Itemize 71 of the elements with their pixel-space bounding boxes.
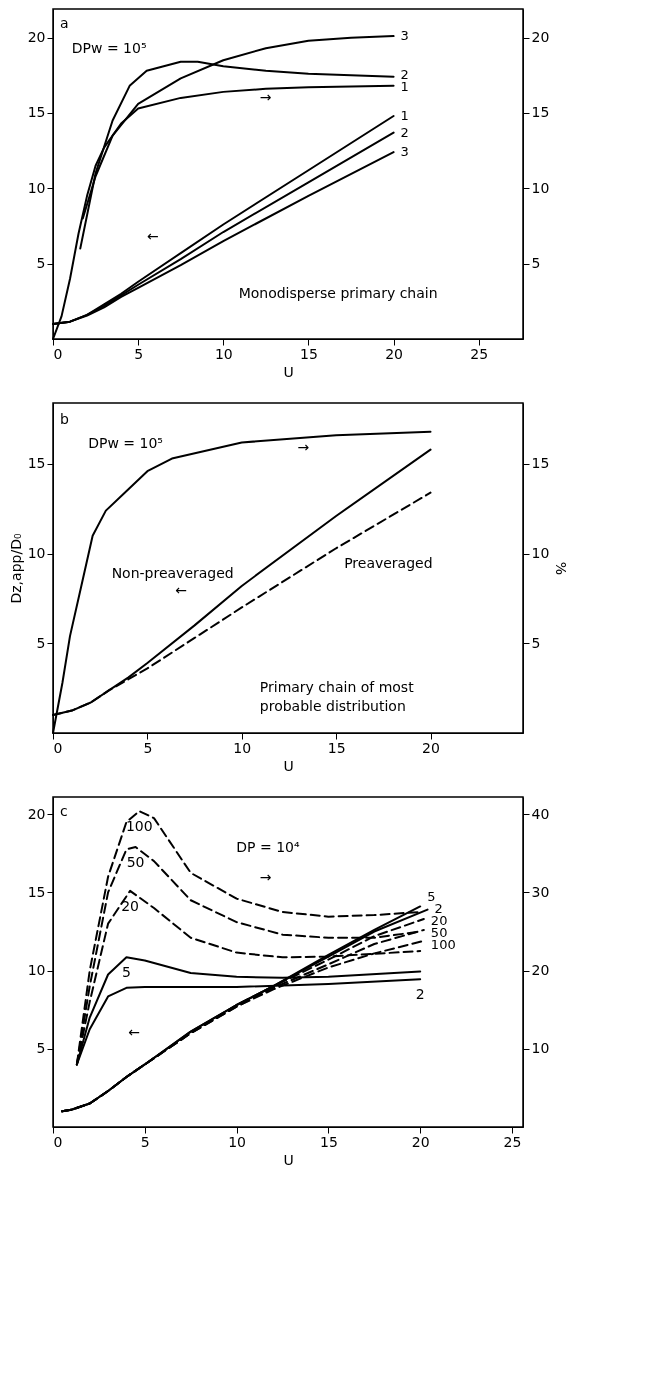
x-tick-label: 15 bbox=[319, 1133, 338, 1150]
series-label: 20 bbox=[121, 897, 140, 914]
annotation: DPw = 10⁵ bbox=[71, 39, 147, 56]
series-label: 2 bbox=[415, 986, 425, 1003]
series-label: 3 bbox=[400, 28, 409, 44]
y2-axis-title: % bbox=[553, 561, 570, 576]
series-label: 1 bbox=[400, 107, 409, 123]
annotation: Monodisperse primary chain bbox=[238, 284, 438, 301]
y2-tick-label: 10 bbox=[531, 545, 550, 562]
x-tick-label: 10 bbox=[228, 1133, 247, 1150]
y2-tick-label: 10 bbox=[531, 1040, 550, 1057]
series-label: 5 bbox=[427, 889, 436, 905]
y2-tick-label: 20 bbox=[531, 962, 550, 979]
series-label: Preaveraged bbox=[344, 555, 433, 572]
annotation: c bbox=[60, 802, 68, 819]
x-tick-label: 15 bbox=[327, 739, 346, 756]
x-tick-label: 0 bbox=[53, 345, 63, 362]
series-label: 100 bbox=[125, 818, 153, 835]
series-label: 2 bbox=[400, 124, 409, 140]
y2-tick-label: 15 bbox=[531, 104, 550, 121]
x-axis-title: U bbox=[283, 757, 294, 774]
y-tick-label: 5 bbox=[36, 634, 46, 651]
annotation: → bbox=[259, 89, 272, 106]
x-tick-label: 20 bbox=[411, 1133, 430, 1150]
y2-tick-label: 10 bbox=[531, 179, 550, 196]
annotation: → bbox=[259, 868, 272, 885]
y2-tick-label: 30 bbox=[531, 883, 550, 900]
x-tick-label: 10 bbox=[233, 739, 252, 756]
series-label: 50 bbox=[126, 854, 145, 871]
annotation: probable distribution bbox=[259, 697, 406, 714]
annotation: DPw = 10⁵ bbox=[88, 435, 163, 452]
y-tick-label: 20 bbox=[27, 29, 46, 46]
y-tick-label: 5 bbox=[36, 255, 46, 272]
x-tick-label: 5 bbox=[140, 1133, 150, 1150]
x-axis-title: U bbox=[283, 1151, 294, 1168]
series-label: 5 bbox=[121, 964, 131, 981]
y-tick-label: 15 bbox=[27, 104, 46, 121]
y-tick-label: 10 bbox=[27, 179, 46, 196]
y2-tick-label: 40 bbox=[531, 805, 550, 822]
annotation: DP = 10⁴ bbox=[236, 839, 300, 856]
y2-tick-label: 5 bbox=[531, 255, 541, 272]
annotation: ← bbox=[175, 582, 187, 599]
x-tick-label: 0 bbox=[53, 739, 63, 756]
x-tick-label: 0 bbox=[53, 1133, 63, 1150]
y2-tick-label: 20 bbox=[531, 29, 550, 46]
annotation: → bbox=[297, 438, 310, 455]
annotation: a bbox=[60, 14, 69, 31]
y-tick-label: 5 bbox=[36, 1040, 46, 1057]
annotation: ← bbox=[128, 1023, 140, 1040]
x-tick-label: 25 bbox=[503, 1133, 522, 1150]
y-tick-label: 10 bbox=[27, 962, 46, 979]
x-tick-label: 25 bbox=[470, 345, 489, 362]
x-tick-label: 5 bbox=[143, 739, 153, 756]
x-axis-title: U bbox=[283, 363, 294, 380]
y2-tick-label: 5 bbox=[531, 634, 541, 651]
y-tick-label: 15 bbox=[27, 455, 46, 472]
y-tick-label: 10 bbox=[27, 545, 46, 562]
y-axis-title: Dz,app/D₀ bbox=[7, 533, 24, 604]
series-label: Non-preaveraged bbox=[111, 564, 234, 581]
x-tick-label: 5 bbox=[134, 345, 144, 362]
x-tick-label: 20 bbox=[385, 345, 403, 362]
x-tick-label: 20 bbox=[422, 739, 440, 756]
x-tick-label: 10 bbox=[214, 345, 233, 362]
annotation: Primary chain of most bbox=[259, 679, 415, 696]
series-label: 3 bbox=[400, 144, 409, 160]
y-tick-label: 15 bbox=[27, 883, 46, 900]
y-tick-label: 20 bbox=[27, 805, 46, 822]
y2-tick-label: 15 bbox=[531, 455, 550, 472]
annotation: ← bbox=[147, 227, 159, 244]
annotation: b bbox=[60, 410, 70, 427]
x-tick-label: 15 bbox=[300, 345, 318, 362]
